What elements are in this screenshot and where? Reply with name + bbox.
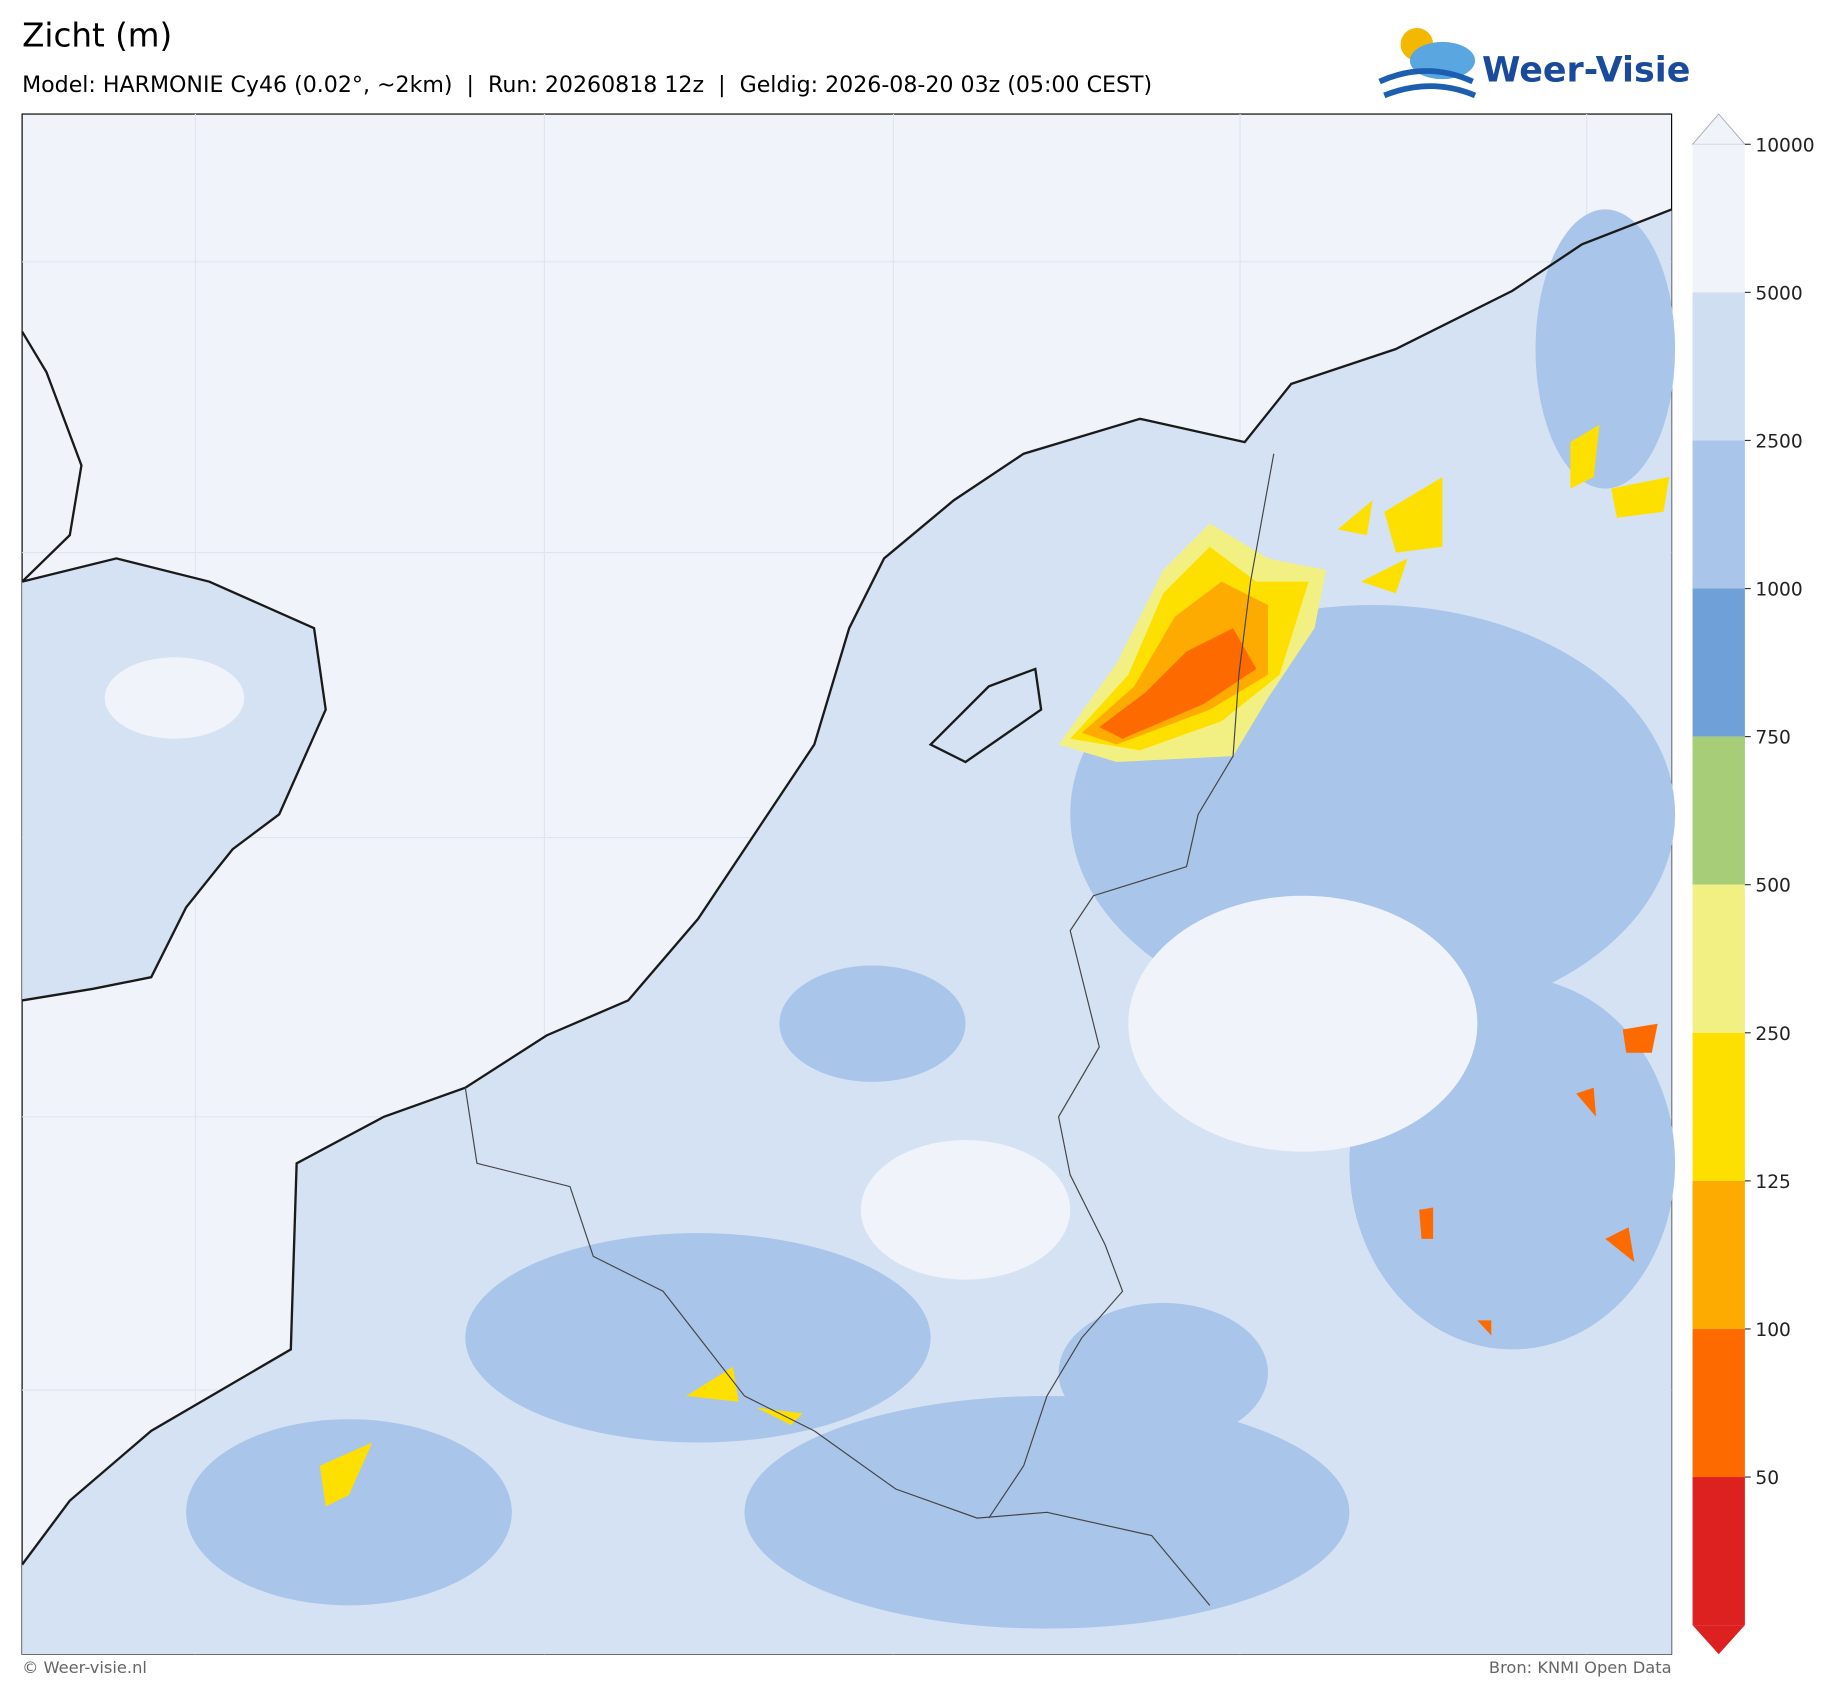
colorbar-label: 125	[1755, 1172, 1791, 1193]
colorbar-label: 100	[1755, 1320, 1791, 1341]
footer-left: © Weer-visie.nl	[22, 1658, 147, 1677]
colorbar-extend-bottom	[1692, 1625, 1745, 1655]
colorbar-extend-top	[1691, 113, 1746, 145]
colorbar-segment	[1692, 144, 1745, 293]
colorbar: 10000 5000 2500 1000 750 500 250 125 100 50	[1691, 113, 1815, 1655]
colorbar-label: 250	[1755, 1024, 1791, 1045]
colorbar-label: 10000	[1755, 135, 1814, 156]
borders	[464, 453, 1275, 1606]
colorbar-label: 2500	[1755, 431, 1802, 452]
colorbar-segment	[1692, 440, 1745, 589]
colorbar-segment	[1692, 588, 1745, 737]
map	[21, 113, 1676, 1655]
title: Zicht (m)	[22, 17, 172, 55]
colorbar-segment	[1692, 292, 1745, 441]
coastline	[21, 208, 1673, 1566]
colorbar-label: 5000	[1755, 283, 1802, 304]
logo: Weer-Visie	[1378, 27, 1690, 99]
colorbar-segment	[1692, 1477, 1745, 1626]
colorbar-segment	[1692, 736, 1745, 885]
subtitle: Model: HARMONIE Cy46 (0.02°, ~2km) | Run…	[22, 72, 1152, 98]
colorbar-label: 750	[1755, 728, 1791, 749]
colorbar-label: 500	[1755, 876, 1791, 897]
colorbar-segment	[1692, 884, 1745, 1033]
colorbar-label: 1000	[1755, 580, 1802, 601]
colorbar-label: 50	[1755, 1468, 1779, 1489]
logo-text: Weer-Visie	[1482, 50, 1690, 90]
colorbar-segment	[1692, 1180, 1745, 1329]
colorbar-segment	[1692, 1328, 1745, 1478]
footer-right: Bron: KNMI Open Data	[1489, 1658, 1672, 1677]
colorbar-segment	[1692, 1032, 1745, 1181]
